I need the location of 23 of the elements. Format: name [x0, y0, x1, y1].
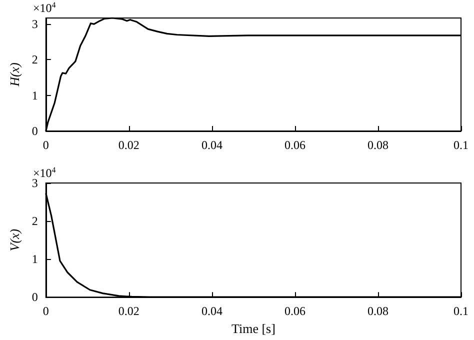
y-axis-title: H(x)	[7, 62, 22, 88]
x-axis-title: Time [s]	[231, 321, 276, 336]
y-tick-label: 1	[32, 88, 38, 102]
x-tick-label: 0	[42, 138, 49, 152]
x-tick-label: 0.08	[367, 304, 388, 318]
x-tick-label: 0.02	[118, 138, 140, 152]
y-tick-label: 0	[32, 124, 38, 138]
x-tick-label: 0.06	[284, 138, 306, 152]
x-tick-label: 0.06	[284, 304, 306, 318]
x-tick-label: 0.04	[201, 304, 222, 318]
x-tick-label: 0.1	[454, 138, 468, 152]
x-tick-label: 0.1	[454, 304, 468, 318]
x-tick-label: 0.02	[118, 304, 140, 318]
x-tick-label: 0.08	[367, 138, 388, 152]
x-tick-label: 0.04	[201, 138, 222, 152]
y-tick-label: 0	[32, 290, 38, 304]
y-tick-label: 3	[32, 176, 38, 190]
y-tick-label: 3	[32, 17, 38, 32]
y-axis-title: V(x)	[7, 228, 22, 252]
y-tick-label: 2	[32, 52, 38, 67]
y-tick-label: 1	[32, 252, 38, 266]
x-tick-label: 0	[42, 304, 49, 318]
y-tick-label: 2	[32, 214, 38, 228]
